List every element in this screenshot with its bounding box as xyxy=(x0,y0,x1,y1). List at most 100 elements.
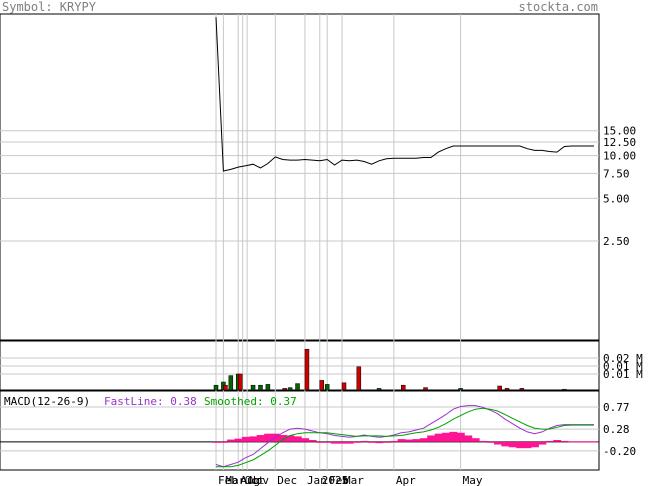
volume-series xyxy=(213,348,567,391)
symbol-label: Symbol: KRYPY xyxy=(2,0,97,14)
macd-histogram-bar xyxy=(286,435,295,442)
macd-histogram-bar xyxy=(241,436,250,442)
volume-bar xyxy=(324,384,330,391)
volume-bar xyxy=(282,388,287,391)
macd-histogram-bar xyxy=(553,440,562,442)
x-tick-label: Dec xyxy=(277,474,297,486)
macd-histogram-bar xyxy=(382,441,391,443)
macd-histogram-bar xyxy=(464,435,473,442)
macd-histogram-bar xyxy=(308,440,317,442)
macd-histogram-bar xyxy=(234,438,243,442)
macd-histogram-bar xyxy=(508,441,517,448)
macd-fast-line xyxy=(215,405,594,468)
x-tick-label: Oct xyxy=(245,474,265,486)
x-tick-label: Aug xyxy=(240,474,260,486)
x-tick-label: Feb xyxy=(218,474,238,486)
volume-bar xyxy=(519,388,525,391)
price-panel-frame xyxy=(0,13,600,341)
macd-histogram-bar xyxy=(434,433,443,442)
price-tick-label: 5.00 xyxy=(603,192,630,205)
macd-histogram-bar xyxy=(538,441,547,445)
macd-histogram-bar xyxy=(456,432,465,442)
macd-histogram-bar xyxy=(338,441,347,444)
macd-histogram-bar xyxy=(486,441,495,443)
macd-histogram-bar xyxy=(323,441,332,443)
macd-tick-label: 0.28 xyxy=(603,423,630,436)
volume-bar xyxy=(228,375,234,391)
macd-histogram-bar xyxy=(271,433,280,442)
macd-histogram-bar xyxy=(471,438,480,442)
volume-bar xyxy=(562,388,567,391)
x-tick-label: Apr xyxy=(396,474,416,486)
volume-bar xyxy=(304,348,310,391)
volume-bar xyxy=(223,384,228,391)
x-tick-label: 2025 xyxy=(322,474,349,486)
volume-bar xyxy=(356,366,362,391)
macd-histogram-bar xyxy=(568,441,576,443)
macd-tick-label: 0.77 xyxy=(603,401,630,414)
macd-histogram-bar xyxy=(375,441,384,444)
macd-histogram-bar xyxy=(227,439,236,442)
macd-panel-frame xyxy=(0,390,600,471)
volume-bar xyxy=(458,388,463,391)
macd-histogram-bar xyxy=(330,441,339,444)
volume-bar xyxy=(497,385,502,391)
macd-histogram-bar xyxy=(301,438,310,442)
macd-histogram-bar xyxy=(367,441,376,443)
macd-histogram-bar xyxy=(501,441,510,447)
macd-tick-label: -0.20 xyxy=(603,445,636,458)
macd-histogram-bar xyxy=(405,439,413,442)
price-tick-label: 7.50 xyxy=(603,167,630,180)
volume-bar xyxy=(319,380,325,391)
macd-lines xyxy=(215,405,594,468)
macd-histogram-bar xyxy=(212,441,221,443)
smoothed-label: Smoothed: 0.37 xyxy=(204,395,297,408)
volume-bar xyxy=(213,384,219,391)
macd-histogram-bar xyxy=(516,441,525,449)
macd-histogram-bar xyxy=(545,440,554,442)
volume-tick-label: 0.01 M xyxy=(603,360,643,373)
macd-histogram-bar xyxy=(449,431,458,442)
volume-bar xyxy=(401,384,406,391)
volume-bar xyxy=(265,384,271,391)
price-series xyxy=(215,17,594,172)
macd-histogram-bar xyxy=(419,438,428,442)
macd-histogram-bar xyxy=(427,435,436,442)
macd-histogram-bar xyxy=(316,441,324,443)
x-tick-label: Feb xyxy=(329,474,349,486)
volume-tick-label: 0.02 M xyxy=(603,352,643,365)
volume-bar xyxy=(504,388,510,391)
macd-histogram-bar xyxy=(264,433,273,442)
macd-histogram-bar xyxy=(560,440,569,442)
volume-bar xyxy=(258,384,263,391)
volume-bar xyxy=(341,382,347,391)
macd-histogram-bar xyxy=(353,441,362,443)
macd-histogram-bar xyxy=(293,436,302,442)
x-tick-label: Nov xyxy=(249,474,269,486)
macd-histogram-bar xyxy=(531,441,539,448)
macd-histogram-bar xyxy=(256,435,265,442)
macd-histogram-bar xyxy=(249,436,258,442)
macd-histogram-bar xyxy=(479,440,488,442)
macd-histogram-bar xyxy=(397,439,406,442)
volume-bar xyxy=(423,387,428,391)
macd-histogram-bar xyxy=(345,441,354,444)
price-tick-label: 10.00 xyxy=(603,150,636,163)
macd-histogram-bar xyxy=(219,441,228,443)
macd-histogram-bar xyxy=(360,440,369,442)
macd-histogram-bar xyxy=(575,441,584,443)
volume-bar xyxy=(376,388,382,391)
macd-label: MACD(12-26-9) xyxy=(4,395,90,408)
fastline-label: FastLine: 0.38 xyxy=(104,395,197,408)
x-tick-label: May xyxy=(463,474,483,486)
price-tick-label: 2.50 xyxy=(603,235,630,248)
macd-histogram-bar xyxy=(412,439,421,442)
macd-histogram-bar xyxy=(279,435,287,442)
macd-histogram-bar xyxy=(442,432,450,442)
macd-histogram-bar xyxy=(390,440,399,442)
price-tick-label: 15.00 xyxy=(603,125,636,138)
volume-bar xyxy=(287,387,293,391)
macd-histogram xyxy=(212,431,599,449)
x-tick-label: Mar xyxy=(225,474,245,486)
